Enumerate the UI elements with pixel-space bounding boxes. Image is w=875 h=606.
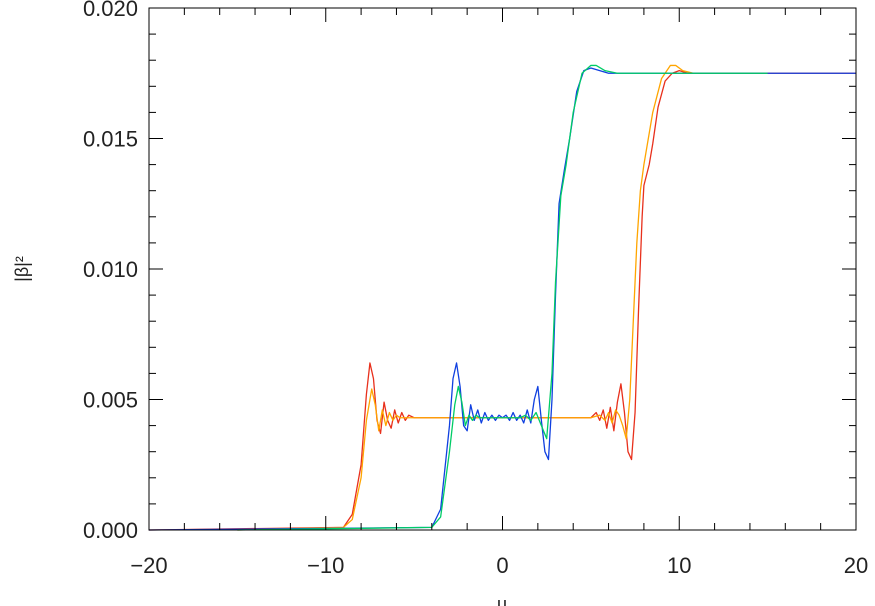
y-tick-label: 0.005	[83, 388, 138, 413]
x-axis-label: u	[497, 594, 507, 606]
y-tick-label: 0.010	[83, 257, 138, 282]
plot-frame	[148, 7, 857, 531]
x-tick-label: −10	[307, 553, 344, 578]
x-tick-label: −20	[130, 553, 167, 578]
y-axis-label: |β|²	[12, 256, 32, 282]
x-axis: −20 −10 0 10 20	[130, 8, 868, 578]
y-tick-label: 0.015	[83, 127, 138, 152]
y-axis: 0.000 0.005 0.010 0.015 0.020	[83, 0, 856, 543]
series-line-2	[237, 64, 768, 531]
y-tick-label: 0.000	[83, 518, 138, 543]
x-tick-label: 10	[667, 553, 691, 578]
series-line-4	[237, 64, 768, 531]
series-layer	[148, 64, 856, 531]
x-tick-label: 0	[496, 553, 508, 578]
x-tick-label: 20	[844, 553, 868, 578]
series-line-1	[148, 69, 856, 531]
y-tick-label: 0.020	[83, 0, 138, 21]
series-line-3	[148, 67, 856, 531]
